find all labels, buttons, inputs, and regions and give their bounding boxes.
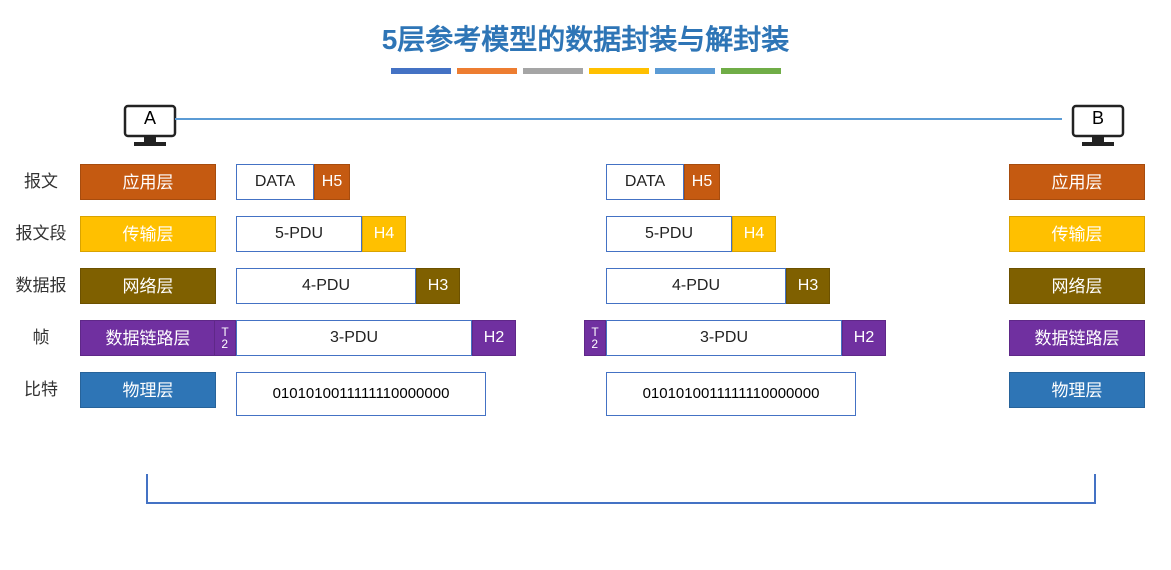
pdu-data: 5-PDU xyxy=(236,216,362,252)
pdu-data: 4-PDU xyxy=(606,268,786,304)
row-label: 比特 xyxy=(10,372,72,408)
layer-row: 报文应用层应用层DATAH5DATAH5 xyxy=(0,164,1171,216)
layer-box: 数据链路层 xyxy=(80,320,216,356)
pdu-header: H3 xyxy=(786,268,830,304)
pdu-group: T23-PDUH2 xyxy=(214,320,516,356)
pdu-group: 5-PDUH4 xyxy=(606,216,776,252)
layer-row: 比特物理层物理层01010100111111100000000101010011… xyxy=(0,372,1171,424)
row-label: 报文 xyxy=(10,164,72,200)
monitor-a: A xyxy=(120,104,180,150)
row-label: 报文段 xyxy=(10,216,72,252)
pdu-header: H3 xyxy=(416,268,460,304)
monitor-a-label: A xyxy=(120,108,180,129)
accent-segment xyxy=(655,68,715,74)
layer-box: 数据链路层 xyxy=(1009,320,1145,356)
pdu-group: DATAH5 xyxy=(606,164,720,200)
monitor-b: B xyxy=(1068,104,1128,150)
pdu-header: H5 xyxy=(684,164,720,200)
pdu-data: 3-PDU xyxy=(236,320,472,356)
pdu-header: H2 xyxy=(842,320,886,356)
layer-row: 报文段传输层传输层5-PDUH45-PDUH4 xyxy=(0,216,1171,268)
pdu-header: H4 xyxy=(732,216,776,252)
pdu-trailer: T2 xyxy=(584,320,606,356)
monitor-b-label: B xyxy=(1068,108,1128,129)
bits-box: 0101010011111110000000 xyxy=(236,372,486,416)
accent-segment xyxy=(391,68,451,74)
page-title: 5层参考模型的数据封装与解封装 xyxy=(0,0,1171,58)
pdu-header: H2 xyxy=(472,320,516,356)
accent-segment xyxy=(457,68,517,74)
layer-row: 帧数据链路层数据链路层T23-PDUH2T23-PDUH2 xyxy=(0,320,1171,372)
pdu-group: DATAH5 xyxy=(236,164,350,200)
layer-box: 传输层 xyxy=(80,216,216,252)
pdu-data: 5-PDU xyxy=(606,216,732,252)
accent-bar xyxy=(0,68,1171,74)
pdu-data: DATA xyxy=(236,164,314,200)
pdu-data: 4-PDU xyxy=(236,268,416,304)
rows-container: 报文应用层应用层DATAH5DATAH5报文段传输层传输层5-PDUH45-PD… xyxy=(0,164,1171,424)
pdu-data: DATA xyxy=(606,164,684,200)
pdu-data: 3-PDU xyxy=(606,320,842,356)
layer-box: 物理层 xyxy=(80,372,216,408)
accent-segment xyxy=(589,68,649,74)
layer-row: 数据报网络层网络层4-PDUH34-PDUH3 xyxy=(0,268,1171,320)
pdu-trailer: T2 xyxy=(214,320,236,356)
pdu-group: T23-PDUH2 xyxy=(584,320,886,356)
layer-box: 网络层 xyxy=(1009,268,1145,304)
layer-box: 应用层 xyxy=(80,164,216,200)
row-label: 数据报 xyxy=(10,268,72,304)
accent-segment xyxy=(721,68,781,74)
pdu-header: H5 xyxy=(314,164,350,200)
pdu-group: 5-PDUH4 xyxy=(236,216,406,252)
pdu-group: 4-PDUH3 xyxy=(236,268,460,304)
layer-box: 物理层 xyxy=(1009,372,1145,408)
accent-segment xyxy=(523,68,583,74)
pdu-group: 4-PDUH3 xyxy=(606,268,830,304)
bottom-connection-line xyxy=(146,474,1096,504)
row-label: 帧 xyxy=(10,320,72,356)
pdu-header: H4 xyxy=(362,216,406,252)
layer-box: 网络层 xyxy=(80,268,216,304)
top-connection-line xyxy=(175,118,1062,120)
layer-box: 应用层 xyxy=(1009,164,1145,200)
layer-box: 传输层 xyxy=(1009,216,1145,252)
bits-box: 0101010011111110000000 xyxy=(606,372,856,416)
